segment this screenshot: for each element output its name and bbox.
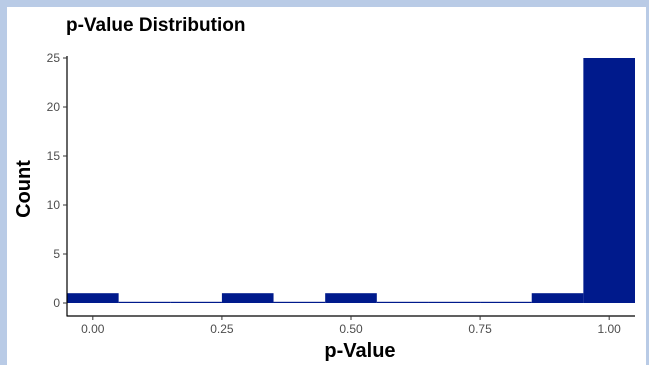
y-tick-label: 25 xyxy=(47,51,61,65)
y-tick-label: 0 xyxy=(53,296,60,310)
histogram-bar-1 xyxy=(118,301,171,303)
histogram-bar-9 xyxy=(531,293,584,303)
y-tick-label: 10 xyxy=(47,198,61,212)
histogram-bar-8 xyxy=(480,301,532,303)
chart-panel: p-Value Distribution 0 5 10 15 20 25 0.00 0.25 0… xyxy=(7,7,646,365)
histogram-bar-5 xyxy=(325,293,377,303)
chart-title: p-Value Distribution xyxy=(66,15,246,36)
x-axis-title: p-Value xyxy=(324,340,395,362)
y-tick-label: 15 xyxy=(47,149,61,163)
histogram-plot: 0 5 10 15 20 25 0.00 0.25 0.50 0.75 1.00 p-Value C… xyxy=(13,51,635,362)
histogram-bar-2 xyxy=(170,301,222,303)
x-tick-label: 1.00 xyxy=(598,322,622,336)
y-tick-label: 5 xyxy=(53,247,60,261)
histogram-bar-6 xyxy=(376,301,429,303)
x-tick-label: 0.25 xyxy=(210,322,234,336)
histogram-bar-7 xyxy=(428,301,481,303)
x-tick-label: 0.75 xyxy=(468,322,492,336)
y-axis-title: Count xyxy=(13,160,35,218)
y-tick-label: 20 xyxy=(47,100,61,114)
histogram-bar-0 xyxy=(67,293,119,303)
histogram-bar-4 xyxy=(273,301,326,303)
x-tick-label: 0.00 xyxy=(81,322,105,336)
bars-group xyxy=(67,58,635,303)
histogram-bar-10 xyxy=(583,58,635,303)
axes-group: 0 5 10 15 20 25 0.00 0.25 0.50 0.75 1.00 xyxy=(47,51,635,336)
x-tick-label: 0.50 xyxy=(339,322,363,336)
histogram-bar-3 xyxy=(221,293,274,303)
